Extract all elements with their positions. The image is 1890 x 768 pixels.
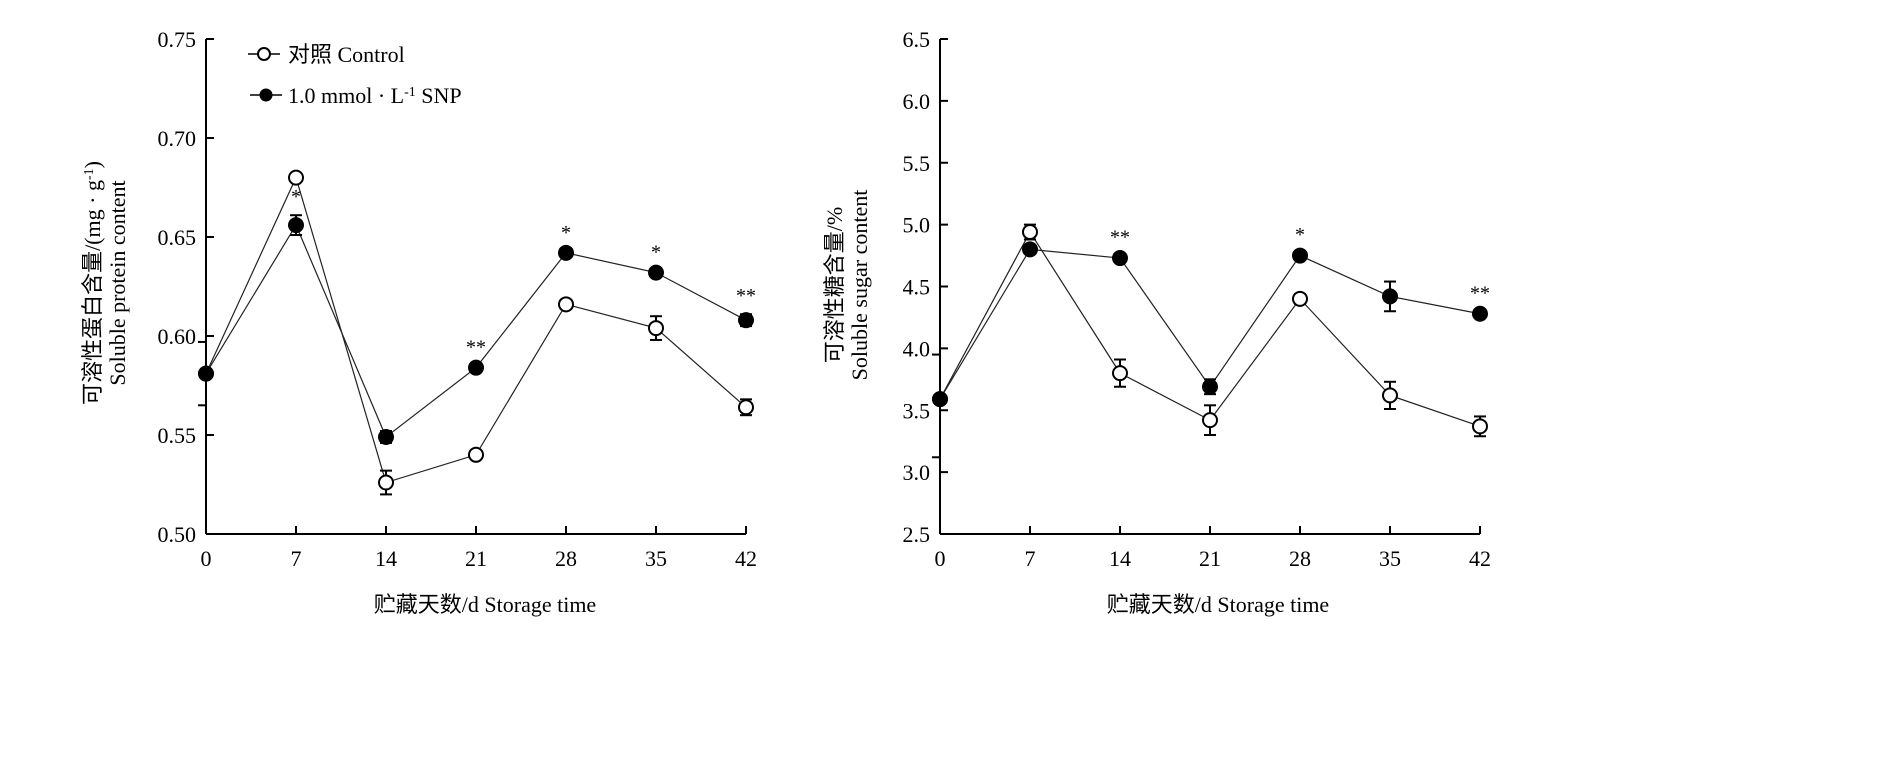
protein-series-line-snp [205, 223, 747, 438]
sugar-y-tick-label: 5.0 [903, 213, 931, 238]
sugar-series-line-snp [939, 248, 1481, 400]
protein-point-snp [378, 428, 394, 445]
protein-point-control [468, 446, 484, 463]
protein-point-control [738, 399, 754, 416]
protein-x-axis-title: 贮藏天数/d Storage time [374, 592, 596, 617]
protein-point-snp [198, 365, 214, 382]
sugar-point-control [1292, 290, 1308, 307]
protein-x-tick-label: 14 [375, 546, 397, 571]
protein-y-tick-label: 0.65 [158, 225, 197, 250]
protein-point-control [558, 296, 574, 313]
sugar-point-snp [1202, 378, 1218, 395]
protein-point-snp [738, 312, 754, 329]
protein-point-snp [468, 359, 484, 376]
sugar-point-snp [1292, 247, 1308, 264]
protein-x-tick-label: 42 [735, 546, 757, 571]
protein-series-line-control [205, 175, 747, 484]
sugar-x-tick-label: 21 [1199, 546, 1221, 571]
sugar-y-title-english: Soluble sugar content [847, 190, 872, 381]
sugar-y-tick-label: 6.0 [903, 89, 931, 114]
legend-item-control: 对照 Control [248, 42, 405, 67]
protein-x-tick-label: 35 [645, 546, 667, 571]
sugar-point-control [1382, 387, 1398, 404]
sugar-point-control [1472, 418, 1488, 435]
protein-x-tick-label: 7 [291, 546, 302, 571]
sugar-point-snp [932, 391, 948, 408]
legend-label-snp: 1.0 mmol · L [288, 83, 404, 108]
protein-point-snp [648, 264, 664, 281]
sugar-point-snp [1112, 250, 1128, 267]
sugar-y-tick-label: 2.5 [903, 522, 931, 547]
protein-x-tick-label: 28 [555, 546, 577, 571]
sugar-x-tick-label: 14 [1109, 546, 1131, 571]
protein-significance-label: ** [466, 337, 486, 359]
legend-filled-circle-icon [259, 88, 273, 102]
protein-y-tick-label: 0.50 [158, 522, 197, 547]
legend-open-circle-icon [257, 47, 271, 61]
protein-significance-label: * [291, 186, 301, 208]
protein-y-title-english: Soluble protein content [105, 180, 130, 385]
sugar-x-axis-title: 贮藏天数/d Storage time [1107, 592, 1329, 617]
sugar-y-title-main: 可溶性糖含量/% [822, 207, 847, 363]
protein-point-control [288, 169, 304, 186]
sugar-significance-label: ** [1470, 282, 1490, 304]
protein-y-title-main: 可溶性蛋白含量/(mg · g [80, 180, 105, 405]
sugar-y-tick-label: 5.5 [903, 151, 931, 176]
protein-point-control [378, 474, 394, 491]
protein-chart-panel: 0.500.550.600.650.700.750 7 14 21 28 35 42****… [80, 27, 757, 617]
sugar-y-tick-label: 3.5 [903, 398, 931, 423]
protein-y-tick-label: 0.55 [158, 423, 197, 448]
sugar-significance-label: ** [1110, 227, 1130, 249]
sugar-x-tick-label: 28 [1289, 546, 1311, 571]
sugar-chart-panel: 2.5 3.0 3.5 4.0 4.5 5.0 5.5 6.0 6.5 0 7 14 21 28 35 42 *… [822, 27, 1491, 617]
protein-significance-label: ** [736, 285, 756, 307]
sugar-point-control [1112, 365, 1128, 382]
protein-x-tick-label: 21 [465, 546, 487, 571]
sugar-point-snp [1382, 288, 1398, 305]
sugar-y-tick-label: 3.0 [903, 460, 931, 485]
sugar-point-control [1022, 224, 1038, 241]
legend-label-snp-sup: -1 [404, 85, 416, 100]
protein-significance-label: * [651, 242, 661, 264]
sugar-point-snp [1022, 241, 1038, 258]
protein-y-tick-label: 0.70 [158, 126, 197, 151]
sugar-x-tick-label: 0 [935, 546, 946, 571]
sugar-x-tick-label: 35 [1379, 546, 1401, 571]
sugar-x-tick-label: 7 [1025, 546, 1036, 571]
protein-significance-label: * [561, 222, 571, 244]
protein-y-tick-label: 0.60 [158, 324, 197, 349]
sugar-y-axis-title: 可溶性糖含量/% Soluble sugar content [822, 190, 872, 381]
sugar-y-tick-label: 4.0 [903, 336, 931, 361]
legend-item-snp: 1.0 mmol · L-1 SNP [250, 83, 462, 108]
protein-x-tick-label: 0 [201, 546, 212, 571]
protein-y-tick-label: 0.75 [158, 27, 197, 52]
legend: 对照 Control 1.0 mmol · L-1 SNP [248, 42, 462, 108]
protein-y-axis-title: 可溶性蛋白含量/(mg · g-1) Soluble protein conte… [80, 161, 130, 405]
protein-y-title-sup: -1 [82, 168, 97, 180]
protein-point-snp [558, 244, 574, 261]
protein-point-control [648, 320, 664, 337]
sugar-plot-layer: 2.5 3.0 3.5 4.0 4.5 5.0 5.5 6.0 6.5 0 7 14 21 28 35 42 *… [903, 27, 1492, 571]
sugar-series-line-control [939, 230, 1481, 427]
sugar-point-snp [1472, 305, 1488, 322]
protein-y-title-end: ) [80, 161, 105, 168]
svg-text:1.0 mmol · L-1 SNP: 1.0 mmol · L-1 SNP [288, 83, 462, 108]
legend-label-control: 对照 Control [288, 42, 405, 67]
legend-label-snp-end: SNP [416, 83, 462, 108]
sugar-y-tick-label: 6.5 [903, 27, 931, 52]
protein-point-snp [288, 217, 304, 234]
svg-text:可溶性蛋白含量/(mg · g-1): 可溶性蛋白含量/(mg · g-1) [80, 161, 105, 405]
sugar-significance-label: * [1295, 224, 1305, 246]
sugar-x-tick-label: 42 [1469, 546, 1491, 571]
sugar-point-control [1202, 412, 1218, 429]
protein-plot-layer: 0.500.550.600.650.700.750 7 14 21 28 35 42****… [158, 27, 758, 571]
sugar-y-tick-label: 4.5 [903, 275, 931, 300]
